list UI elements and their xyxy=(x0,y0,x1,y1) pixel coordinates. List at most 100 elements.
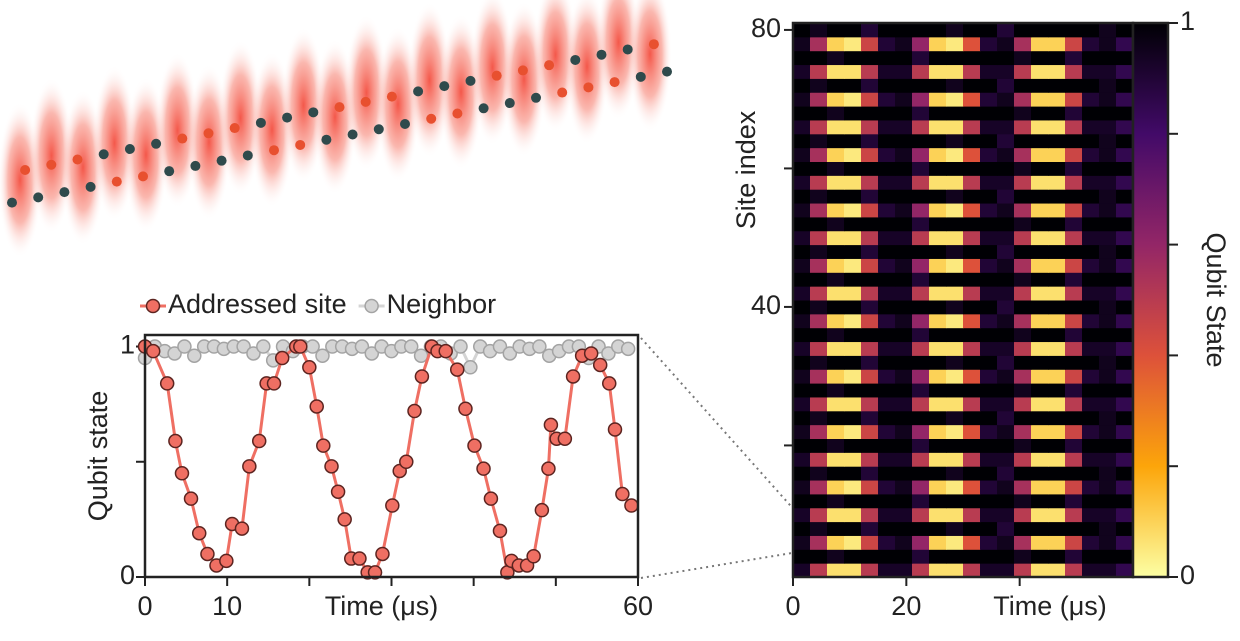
atom-array-illustration xyxy=(0,0,672,258)
heatmap-cell xyxy=(1082,355,1100,370)
data-point xyxy=(256,339,271,354)
heatmap-cell xyxy=(1014,535,1032,550)
heatmap-cell xyxy=(1065,175,1083,190)
heatmap-cell xyxy=(963,480,981,495)
heatmap-cell xyxy=(1099,92,1117,107)
data-point xyxy=(453,339,468,354)
heatmap-cell xyxy=(1116,355,1134,370)
heatmap-cell xyxy=(1065,327,1083,343)
heatmap-cell xyxy=(963,313,981,329)
heatmap-cell xyxy=(793,438,811,453)
heatmap-cell xyxy=(1031,147,1049,162)
heatmap-cell xyxy=(793,216,811,232)
heatmap-cell xyxy=(1116,369,1134,384)
heatmap-cell xyxy=(1099,244,1117,259)
heatmap-cell xyxy=(912,189,930,204)
heatmap-cell xyxy=(963,327,981,343)
heatmap-cell xyxy=(861,50,879,66)
heatmap-cell xyxy=(997,410,1015,426)
heatmap-cell xyxy=(844,369,862,384)
heatmap-cell xyxy=(878,133,896,149)
heatmap-cell xyxy=(1099,327,1117,343)
heatmap-cell xyxy=(827,424,845,439)
heatmap-cell xyxy=(1116,563,1134,578)
heatmap-cell xyxy=(1031,258,1049,273)
heatmap-cell xyxy=(861,161,879,176)
heatmap-cell xyxy=(878,161,896,176)
heatmap-cell xyxy=(861,535,879,550)
heatmap-cell xyxy=(895,92,913,107)
heatmap-cell xyxy=(1099,175,1117,190)
heatmap-cell xyxy=(929,313,947,329)
heatmap-cell xyxy=(844,521,862,536)
heatmap-cell xyxy=(1116,230,1134,246)
heatmap-cell xyxy=(963,133,981,149)
heatmap-cell xyxy=(997,369,1015,384)
heatmap-cell xyxy=(963,383,981,398)
heatmap-cell xyxy=(1031,300,1049,315)
heatmap-cell xyxy=(878,147,896,162)
heatmap-cell xyxy=(997,92,1015,107)
heatmap-cell xyxy=(861,175,879,190)
heatmap-cell xyxy=(1065,549,1083,564)
heatmap-cell xyxy=(793,327,811,343)
data-point xyxy=(251,433,267,449)
heatmap-cell xyxy=(844,133,862,149)
heatmap-cell xyxy=(810,147,828,162)
heatmap-cell xyxy=(878,424,896,439)
heatmap-cell xyxy=(793,396,811,412)
heatmap-cell xyxy=(1099,216,1117,232)
colorbar-tick-label: 1 xyxy=(1180,6,1195,36)
heatmap-cell xyxy=(1014,50,1032,66)
heatmap-cell xyxy=(878,300,896,315)
heatmap-cell xyxy=(895,313,913,329)
heatmap-cell xyxy=(793,50,811,66)
heatmap-cell xyxy=(980,355,998,370)
heatmap-cell xyxy=(1116,300,1134,315)
heatmap-cell xyxy=(895,521,913,536)
heatmap-cell xyxy=(1014,549,1032,564)
heatmap-cell xyxy=(963,175,981,190)
heatmap-cell xyxy=(946,64,964,79)
heatmap-cell xyxy=(878,327,896,343)
heatmap-cell xyxy=(1099,341,1117,356)
heatmap-cell xyxy=(844,119,862,135)
heatmap-cell xyxy=(861,272,879,287)
heatmap-cell xyxy=(895,78,913,93)
heatmap-cell xyxy=(1082,147,1100,162)
heatmap-cell xyxy=(946,133,964,149)
heatmap-cell xyxy=(1082,92,1100,107)
data-point xyxy=(624,498,639,513)
data-point xyxy=(167,346,182,361)
heatmap-cell xyxy=(878,64,896,79)
heatmap-cell xyxy=(963,410,981,426)
heatmap-cell xyxy=(861,147,879,162)
heatmap-cell xyxy=(1031,507,1049,523)
atom xyxy=(478,103,489,114)
heatmap-cell xyxy=(963,147,981,162)
heatmap-cell xyxy=(827,300,845,315)
addressed-atom xyxy=(648,39,659,50)
heatmap-cell xyxy=(980,410,998,426)
heatmap-cell xyxy=(1014,175,1032,190)
heatmap-cell xyxy=(810,327,828,343)
data-point xyxy=(293,339,308,354)
heatmap-cell xyxy=(963,64,981,79)
heatmap-cell xyxy=(878,203,896,218)
atom xyxy=(151,138,162,149)
heatmap-cell xyxy=(1082,64,1100,79)
heatmap-cell xyxy=(1065,244,1083,259)
heatmap-cell xyxy=(1065,466,1083,481)
heatmap-cell xyxy=(1099,272,1117,287)
heatmap-cell xyxy=(1048,64,1066,79)
heatmap-cell xyxy=(997,23,1015,38)
heatmap-cell xyxy=(878,438,896,453)
heatmap-cell xyxy=(912,327,930,343)
heatmap-cell xyxy=(1099,133,1117,149)
heatmap-cell xyxy=(997,466,1015,481)
heatmap-cell xyxy=(946,313,964,329)
heatmap-cell xyxy=(1116,258,1134,273)
heatmap-cell xyxy=(895,563,913,578)
heatmap-cell xyxy=(912,369,930,384)
heatmap-cell xyxy=(1031,64,1049,79)
